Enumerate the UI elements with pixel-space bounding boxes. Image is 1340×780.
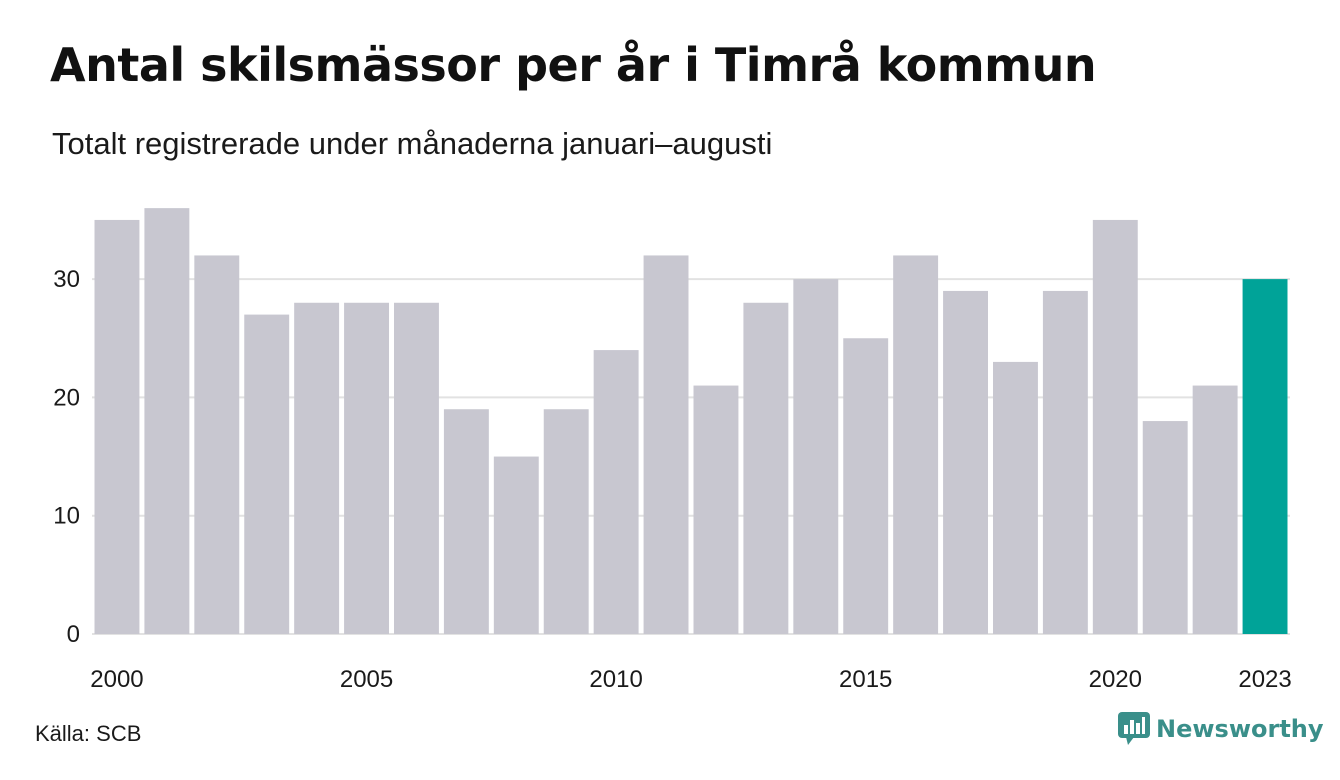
x-tick-label: 2023 <box>1238 666 1291 693</box>
bar-2011 <box>643 255 689 634</box>
source-note: Källa: SCB <box>35 721 142 746</box>
bar-2020 <box>1092 219 1138 634</box>
bar-2010 <box>593 350 639 634</box>
x-axis-ticks: 2000 2005 2010 2015 2020 2023 <box>90 666 1291 693</box>
bar-2019 <box>1042 290 1088 634</box>
bar-2004 <box>294 302 340 634</box>
bar-2001 <box>144 208 190 634</box>
bar-2007 <box>443 409 489 634</box>
bar-2000 <box>94 219 140 634</box>
y-tick-label: 30 <box>53 266 80 293</box>
bar-2021 <box>1142 421 1188 634</box>
x-tick-label: 2010 <box>589 666 642 693</box>
x-tick-label: 2015 <box>839 666 892 693</box>
y-tick-label: 0 <box>67 621 80 648</box>
chart-title: Antal skilsmässor per år i Timrå kommun <box>50 38 1097 92</box>
bar-2015 <box>843 338 889 634</box>
bars <box>94 208 1288 634</box>
bar-2023 <box>1242 279 1288 634</box>
brand-logo[interactable]: Newsworthy <box>1118 712 1324 746</box>
bar-2022 <box>1192 385 1238 634</box>
y-axis-ticks: 0 10 20 30 <box>53 266 80 648</box>
bar-2002 <box>194 255 240 634</box>
gridlines <box>92 278 1290 635</box>
bar-2018 <box>993 361 1038 634</box>
chart-subtitle: Totalt registrerade under månaderna janu… <box>52 126 773 161</box>
bar-2005 <box>344 302 389 634</box>
bar-2006 <box>394 302 439 634</box>
x-tick-label: 2000 <box>90 666 143 693</box>
x-tick-label: 2005 <box>340 666 393 693</box>
y-tick-label: 10 <box>53 503 80 530</box>
y-tick-label: 20 <box>53 384 80 411</box>
bar-2009 <box>543 409 589 634</box>
brand-name: Newsworthy <box>1156 715 1324 743</box>
bar-2012 <box>693 385 739 634</box>
bar-2008 <box>493 456 539 634</box>
bar-2017 <box>943 290 988 634</box>
bar-2016 <box>893 255 939 634</box>
x-tick-label: 2020 <box>1089 666 1142 693</box>
bar-2013 <box>743 302 789 634</box>
bar-2003 <box>244 314 290 634</box>
newsworthy-logo-icon <box>1118 712 1150 745</box>
bar-chart: 0 10 20 30 2000 2005 2010 2015 2020 2023 <box>53 208 1292 693</box>
bar-2014 <box>793 279 839 634</box>
